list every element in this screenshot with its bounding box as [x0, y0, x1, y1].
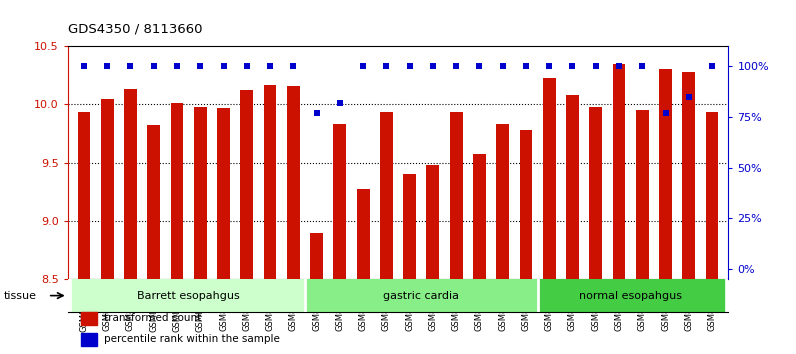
Text: Barrett esopahgus: Barrett esopahgus [137, 291, 240, 301]
Point [263, 63, 276, 69]
Point [77, 63, 90, 69]
Point [101, 63, 114, 69]
Bar [380, 113, 392, 279]
Bar [589, 107, 602, 279]
Text: tissue: tissue [4, 291, 37, 301]
Point [450, 63, 462, 69]
Text: percentile rank within the sample: percentile rank within the sample [104, 334, 280, 344]
Bar [101, 98, 114, 279]
Bar [170, 103, 183, 279]
Point [659, 110, 672, 116]
Bar [566, 95, 579, 279]
Bar [72, 279, 305, 312]
Point [380, 63, 392, 69]
Bar [520, 130, 533, 279]
Point [427, 63, 439, 69]
Point [473, 63, 486, 69]
Text: normal esopahgus: normal esopahgus [579, 291, 682, 301]
Bar [659, 69, 672, 279]
Bar [310, 233, 323, 279]
Point [706, 63, 719, 69]
Bar [473, 154, 486, 279]
Point [636, 63, 649, 69]
Point [520, 63, 533, 69]
Point [589, 63, 602, 69]
Bar [124, 89, 137, 279]
Bar [450, 113, 462, 279]
Text: transformed count: transformed count [104, 313, 201, 323]
Bar [706, 113, 719, 279]
Text: gastric cardia: gastric cardia [383, 291, 459, 301]
Bar [77, 113, 90, 279]
Bar [636, 110, 649, 279]
Bar [81, 312, 97, 325]
Bar [682, 72, 695, 279]
Bar [81, 332, 97, 346]
Bar [404, 174, 416, 279]
Bar [427, 165, 439, 279]
Bar [217, 108, 230, 279]
Point [217, 63, 230, 69]
Bar [613, 63, 626, 279]
Point [566, 63, 579, 69]
Bar [263, 85, 276, 279]
Bar [537, 279, 724, 312]
Point [404, 63, 416, 69]
Point [543, 63, 556, 69]
Point [497, 63, 509, 69]
Bar [305, 279, 537, 312]
Point [334, 100, 346, 105]
Point [613, 63, 626, 69]
Bar [194, 107, 207, 279]
Point [170, 63, 183, 69]
Point [682, 94, 695, 99]
Text: GDS4350 / 8113660: GDS4350 / 8113660 [68, 22, 202, 35]
Point [357, 63, 369, 69]
Bar [496, 124, 509, 279]
Point [124, 63, 137, 69]
Bar [240, 90, 253, 279]
Point [240, 63, 253, 69]
Point [194, 63, 207, 69]
Point [147, 63, 160, 69]
Bar [543, 78, 556, 279]
Bar [147, 125, 160, 279]
Bar [334, 124, 346, 279]
Bar [287, 86, 300, 279]
Point [287, 63, 299, 69]
Bar [357, 189, 369, 279]
Point [310, 110, 323, 116]
